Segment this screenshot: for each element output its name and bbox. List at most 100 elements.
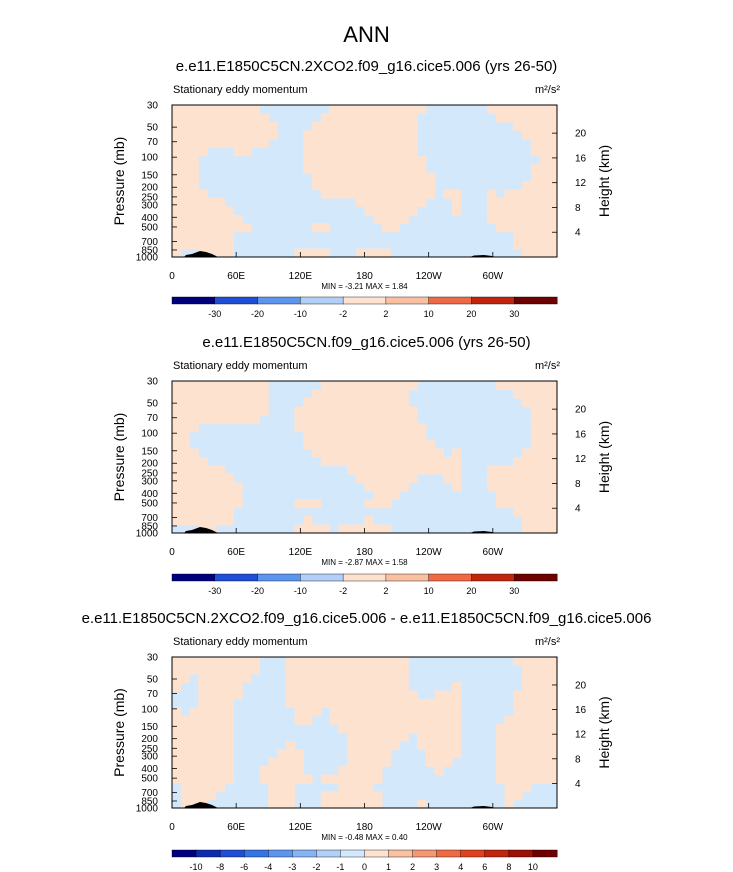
field-cell-positive [530, 740, 541, 750]
field-cell-positive [329, 715, 339, 725]
lon-tick-label: 0 [169, 822, 175, 833]
field-cell-positive [390, 397, 401, 407]
field-cell-positive [373, 181, 383, 191]
field-cell-positive [347, 799, 357, 809]
field-cell-positive [373, 431, 383, 441]
field-cell-positive [522, 766, 532, 776]
field-cell-positive [522, 782, 532, 792]
field-cell-positive [329, 138, 339, 148]
field-cell-positive [408, 715, 418, 725]
field-cell-positive [434, 740, 444, 750]
field-cell-positive [382, 130, 392, 140]
field-cell-positive [452, 707, 462, 717]
field-cell-positive [434, 698, 444, 708]
field-cell-positive [312, 155, 322, 165]
field-cell-positive [189, 113, 199, 123]
field-cell-positive [242, 105, 252, 115]
field-cell-positive [189, 138, 199, 148]
field-cell-positive [189, 423, 199, 433]
field-cell-positive [303, 423, 313, 433]
field-cell-positive [373, 757, 383, 767]
field-cell-positive [347, 749, 357, 759]
field-cell-positive [425, 189, 436, 199]
field-cell-positive [172, 766, 182, 776]
colorbar-label: 6 [482, 862, 487, 872]
height-tick-label: 20 [575, 405, 587, 416]
field-cell-positive [189, 197, 199, 207]
colorbar: -30 -20 -10 -2 2 10 20 30 [171, 573, 558, 596]
field-cell-positive [399, 448, 409, 458]
field-cell-positive [285, 757, 296, 767]
field-cell-positive [504, 381, 514, 391]
field-cell-positive [548, 172, 558, 182]
field-cell-positive [382, 440, 392, 450]
field-cell-positive [180, 457, 191, 467]
field-cell-positive [530, 774, 541, 784]
field-cell-positive [355, 113, 366, 123]
field-cell-positive [425, 457, 436, 467]
field-cell-positive [347, 414, 357, 424]
field-cell-positive [180, 214, 191, 224]
field-cell-positive [189, 214, 199, 224]
field-cell-positive [399, 181, 409, 191]
field-cell-positive [207, 791, 217, 801]
field-cell-positive [207, 240, 217, 250]
field-cell-positive [347, 690, 357, 700]
field-cell-positive [417, 707, 427, 717]
field-cell-positive [530, 499, 541, 509]
field-cell-positive [539, 465, 549, 475]
field-cell-positive [180, 516, 191, 526]
field-cell-positive [373, 665, 383, 675]
colorbar-swatch [300, 573, 344, 582]
field-cell-positive [364, 482, 374, 492]
field-cell-positive [172, 465, 182, 475]
field-cell-positive [180, 172, 191, 182]
field-cell-positive [373, 214, 383, 224]
field-cell-positive [207, 381, 217, 391]
field-cell-positive [408, 465, 418, 475]
field-cell-positive [452, 189, 462, 199]
colorbar-label: 10 [424, 586, 434, 596]
field-cell-positive [207, 406, 217, 416]
field-cell-positive [504, 499, 514, 509]
field-cell-positive [364, 791, 374, 801]
field-cell-positive [312, 172, 322, 182]
field-cell-positive [548, 682, 558, 692]
field-cell-positive [539, 389, 549, 399]
pressure-tick-label: 850 [141, 521, 158, 532]
field-cell-positive [189, 665, 199, 675]
pressure-tick-label: 100 [141, 153, 158, 164]
field-cell-positive [320, 448, 331, 458]
field-cell-positive [390, 214, 401, 224]
field-cell-positive [224, 707, 234, 717]
field-cell-positive [224, 482, 234, 492]
field-cell-positive [364, 499, 374, 509]
field-cell-positive [347, 732, 357, 742]
field-cell-positive [329, 147, 339, 157]
field-cell-positive [513, 724, 523, 734]
pressure-tick-label: 50 [147, 399, 159, 410]
field-cell-positive [530, 698, 541, 708]
field-cell-positive [443, 740, 453, 750]
field-cell-positive [539, 189, 549, 199]
field-cell-positive [504, 757, 514, 767]
field-cell-positive [198, 138, 208, 148]
panel-title-2: e.e11.E1850C5CN.f09_g16.cice5.006 (yrs 2… [202, 334, 531, 351]
field-cell-positive [294, 774, 304, 784]
field-cell-positive [530, 431, 541, 441]
field-cell-positive [329, 799, 339, 809]
lon-tick-label: 60W [483, 822, 504, 833]
field-cell-positive [452, 749, 462, 759]
field-cell-positive [172, 757, 182, 767]
field-cell-positive [303, 499, 313, 509]
field-cell-positive [303, 431, 313, 441]
field-cell-positive [364, 799, 374, 809]
field-cell-positive [312, 181, 322, 191]
field-cell-positive [268, 757, 278, 767]
field-cell-positive [548, 389, 558, 399]
field-cell-positive [355, 181, 366, 191]
field-cell-positive [172, 749, 182, 759]
field-cell-positive [320, 248, 331, 258]
field-cell-positive [513, 740, 523, 750]
field-cell-positive [373, 389, 383, 399]
